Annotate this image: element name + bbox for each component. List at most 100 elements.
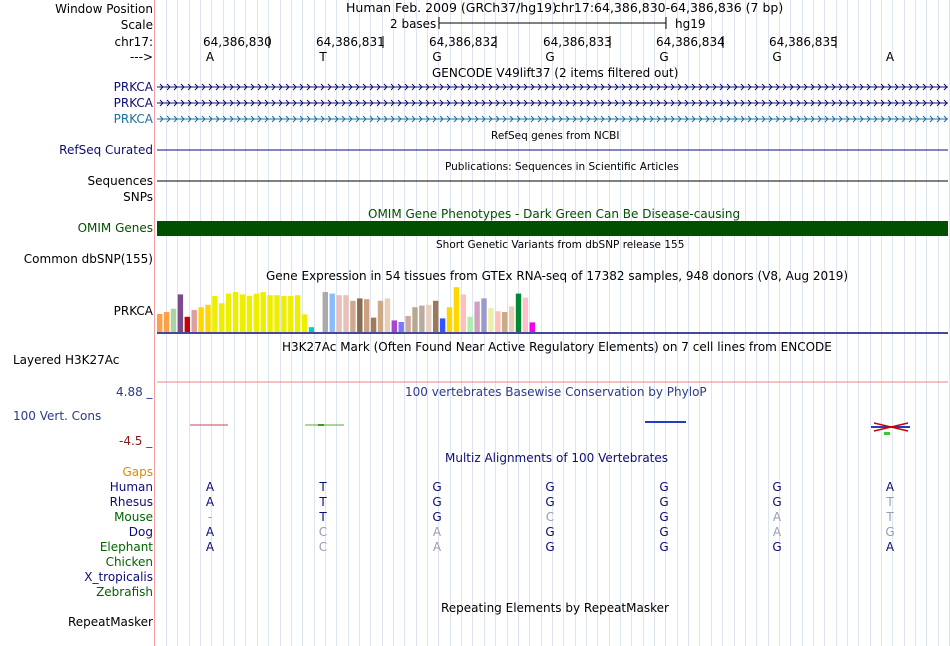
gencode-item-label[interactable]: PRKCA — [113, 112, 153, 126]
gtex-tissue-bar[interactable] — [336, 295, 342, 332]
multiz-species-label[interactable]: Human — [109, 480, 153, 494]
omim-track-label[interactable]: OMIM Genes — [77, 221, 153, 235]
gtex-tissue-bar[interactable] — [481, 298, 487, 332]
gtex-tissue-bar[interactable] — [467, 316, 473, 332]
gtex-tissue-bar[interactable] — [343, 295, 349, 332]
gtex-tissue-bar[interactable] — [398, 322, 404, 332]
gtex-tissue-bar[interactable] — [267, 295, 273, 332]
gtex-tissue-bar[interactable] — [274, 295, 280, 332]
gtex-tissue-bar[interactable] — [232, 292, 239, 332]
gtex-tissue-bar[interactable] — [419, 305, 425, 332]
gtex-tissue-bar[interactable] — [488, 308, 494, 332]
scale-label: Scale — [120, 18, 153, 32]
dbsnp-track-label[interactable]: Common dbSNP(155) — [23, 252, 153, 266]
multiz-species-label[interactable]: Chicken — [105, 555, 153, 569]
guide-line — [824, 0, 825, 646]
gtex-tissue-bar[interactable] — [281, 296, 287, 332]
base-letter: G — [659, 50, 669, 64]
repeatmasker-track-label[interactable]: RepeatMasker — [67, 615, 153, 629]
gtex-tissue-bar[interactable] — [433, 300, 439, 332]
gtex-tissue-bar[interactable] — [508, 306, 515, 332]
gtex-tissue-bar[interactable] — [529, 322, 535, 332]
gtex-tissue-bar[interactable] — [219, 303, 225, 332]
guide-line — [552, 0, 553, 646]
omim-gene-bar[interactable] — [157, 221, 948, 236]
gtex-tissue-bar[interactable] — [301, 314, 308, 332]
alignment-base: C — [545, 510, 555, 524]
gtex-tissue-bar[interactable] — [495, 311, 501, 332]
gencode-item-label[interactable]: PRKCA — [113, 80, 153, 94]
gtex-tissue-bar[interactable] — [177, 294, 184, 332]
gtex-tissue-bar[interactable] — [522, 297, 529, 332]
gtex-track-label[interactable]: PRKCA — [113, 304, 153, 318]
refseq-track-title: RefSeq genes from NCBI — [491, 130, 620, 142]
gtex-tissue-bar[interactable] — [329, 293, 335, 332]
gtex-tissue-bar[interactable] — [212, 296, 218, 332]
multiz-species-label[interactable]: X_tropicalis — [84, 570, 153, 584]
gtex-tissue-bar[interactable] — [439, 318, 446, 332]
alignment-base: T — [319, 510, 327, 524]
gtex-tissue-bar[interactable] — [412, 307, 418, 332]
coordinate-label: 64,386,834 — [656, 35, 725, 49]
guide-line — [597, 0, 598, 646]
guide-line — [745, 0, 746, 646]
gtex-tissue-bar[interactable] — [170, 308, 177, 332]
scale-bar — [438, 17, 667, 29]
gtex-tissue-bar[interactable] — [357, 298, 363, 332]
strand-chevrons — [159, 115, 948, 123]
gtex-tissue-bar[interactable] — [295, 295, 301, 332]
multiz-species-label[interactable]: Dog — [128, 525, 153, 539]
phylop-min-label: -4.5 _ — [119, 434, 153, 448]
gtex-bars[interactable] — [157, 287, 535, 332]
phylop-signal[interactable] — [190, 421, 910, 435]
gtex-tissue-bar[interactable] — [308, 327, 315, 332]
multiz-gaps-label[interactable]: Gaps — [122, 465, 153, 479]
gencode-gene-lines[interactable] — [157, 83, 948, 123]
gtex-tissue-bar[interactable] — [446, 307, 453, 332]
gtex-tissue-bar[interactable] — [253, 293, 259, 332]
multiz-species-label[interactable]: Zebrafish — [96, 585, 153, 599]
gtex-tissue-bar[interactable] — [246, 296, 253, 332]
assembly-text: Human Feb. 2009 (GRCh37/hg19) — [346, 0, 557, 15]
gtex-tissue-bar[interactable] — [226, 293, 232, 332]
gtex-tissue-bar[interactable] — [460, 294, 466, 332]
gtex-tissue-bar[interactable] — [391, 320, 397, 332]
guide-line — [722, 0, 723, 646]
gtex-tissue-bar[interactable] — [502, 312, 508, 332]
gtex-tissue-bar[interactable] — [377, 300, 384, 332]
gtex-tissue-bar[interactable] — [426, 304, 432, 332]
alignment-base: - — [207, 510, 213, 524]
gtex-tissue-bar[interactable] — [364, 299, 370, 332]
gtex-tissue-bar[interactable] — [191, 310, 197, 332]
gtex-tissue-bar[interactable] — [322, 292, 328, 332]
refseq-track-label[interactable]: RefSeq Curated — [59, 143, 153, 157]
gencode-item-label[interactable]: PRKCA — [113, 96, 153, 110]
h3k27ac-track-label[interactable]: Layered H3K27Ac — [13, 353, 120, 367]
gtex-tissue-bar[interactable] — [157, 314, 163, 332]
gtex-tissue-bar[interactable] — [350, 300, 356, 332]
guide-line — [768, 0, 769, 646]
position-text[interactable]: chr17:64,386,830-64,386,836 (7 bp) — [554, 0, 784, 15]
gtex-tissue-bar[interactable] — [384, 298, 391, 332]
guide-line — [790, 0, 791, 646]
repeatmasker-track-title: Repeating Elements by RepeatMasker — [441, 601, 669, 615]
gtex-tissue-bar[interactable] — [239, 294, 246, 332]
publications-track-label[interactable]: Sequences — [87, 174, 153, 188]
gtex-tissue-bar[interactable] — [288, 296, 294, 332]
multiz-species-label[interactable]: Rhesus — [109, 495, 153, 509]
gtex-tissue-bar[interactable] — [184, 316, 190, 332]
gtex-tissue-bar[interactable] — [405, 316, 411, 332]
multiz-species-label[interactable]: Mouse — [114, 510, 153, 524]
gtex-tissue-bar[interactable] — [163, 312, 170, 332]
phylop-track-label[interactable]: 100 Vert. Cons — [13, 409, 102, 423]
gtex-tissue-bar[interactable] — [474, 301, 480, 332]
gtex-tissue-bar[interactable] — [515, 293, 522, 332]
gtex-tissue-bar[interactable] — [198, 307, 204, 332]
gtex-tissue-bar[interactable] — [453, 287, 460, 332]
gtex-tissue-bar[interactable] — [370, 317, 377, 332]
gtex-tissue-bar[interactable] — [205, 304, 211, 332]
alignment-base: G — [432, 510, 442, 524]
gtex-tissue-bar[interactable] — [260, 292, 266, 332]
multiz-species-label[interactable]: Elephant — [99, 540, 153, 554]
snps-track-label[interactable]: SNPs — [123, 190, 153, 204]
